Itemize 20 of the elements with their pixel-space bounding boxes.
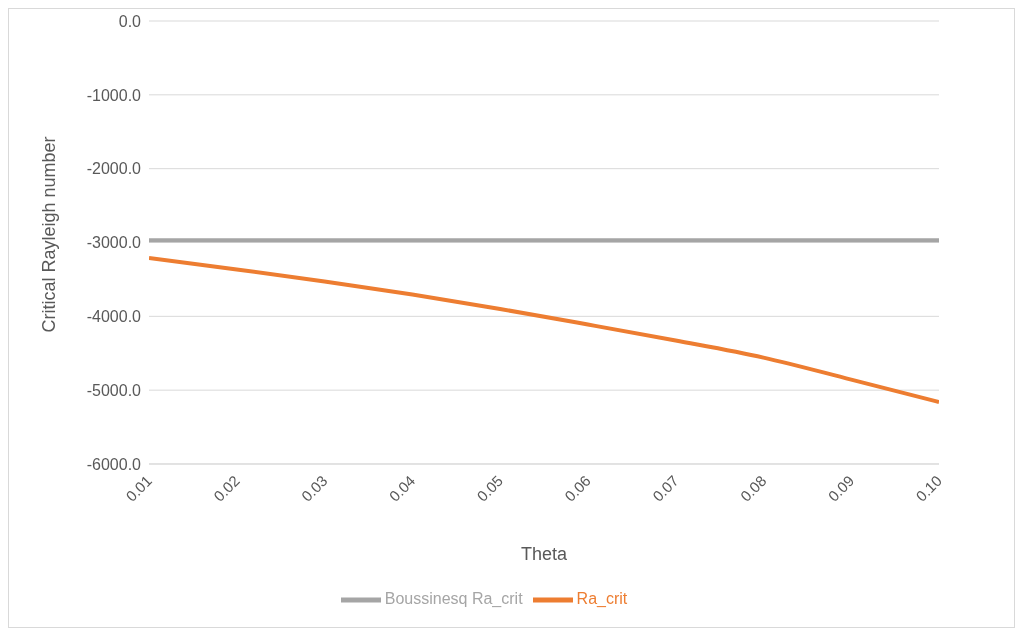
x-tick-label: 0.03 <box>297 471 331 505</box>
x-tick-label: 0.02 <box>210 471 243 505</box>
x-tick-label: 0.08 <box>736 471 770 505</box>
x-tick-label: 0.06 <box>561 471 594 505</box>
line-series <box>149 256 939 404</box>
y-tick-label: -2000.0 <box>86 160 142 178</box>
y-tick-label: -6000.0 <box>86 455 142 473</box>
y-tick-label: 0.0 <box>118 12 142 30</box>
y-tick-label: -4000.0 <box>86 308 142 326</box>
y-axis-title: Critical Rayleigh number <box>39 136 60 333</box>
y-tick-label: -5000.0 <box>86 381 142 399</box>
y-tick-label: -3000.0 <box>86 234 142 252</box>
x-tick-label: 0.04 <box>385 471 419 505</box>
x-tick-label: 0.10 <box>912 471 946 505</box>
x-tick-label: 0.09 <box>824 471 858 505</box>
x-tick-label: 0.01 <box>122 471 156 505</box>
y-tick-label: -1000.0 <box>86 86 142 104</box>
legend-label: Ra_crit <box>576 590 628 608</box>
legend-label: Boussinesq Ra_crit <box>384 590 523 608</box>
x-axis-title: Theta <box>520 544 568 564</box>
